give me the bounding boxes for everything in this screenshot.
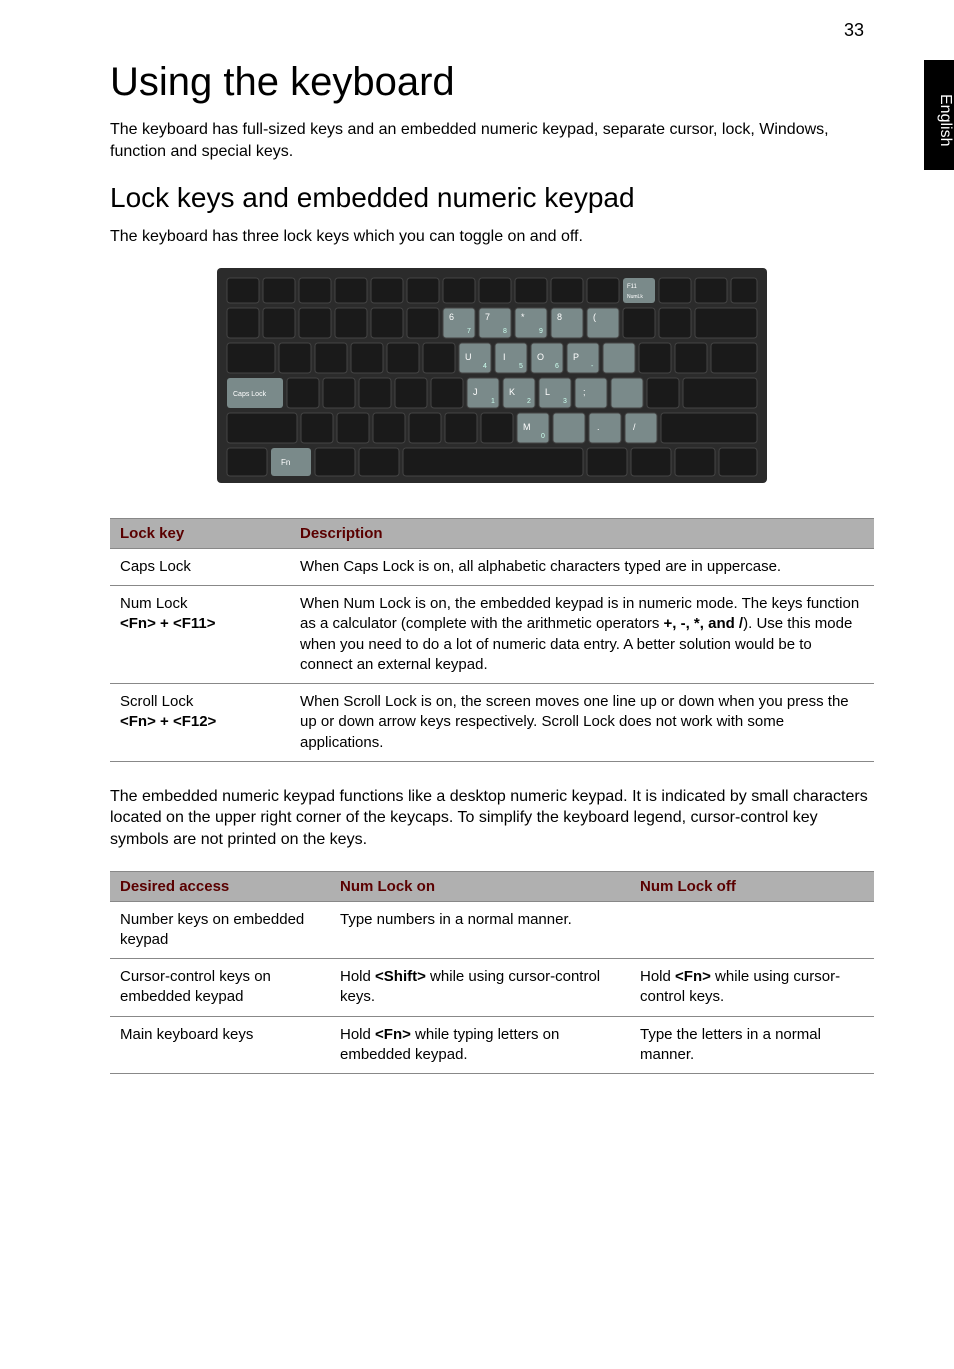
off-cell: Type the letters in a normal manner. [630,1016,874,1074]
svg-text:4: 4 [483,363,487,370]
svg-text:0: 0 [541,433,545,440]
access-cell: Number keys on embedded keypad [110,901,330,959]
svg-text:Caps Lock: Caps Lock [233,391,267,398]
svg-text:*: * [521,312,525,322]
table-row: Num Lock <Fn> + <F11> When Num Lock is o… [110,586,874,684]
desc-cell: When Caps Lock is on, all alphabetic cha… [290,548,874,585]
table-header: Desired access [110,871,330,901]
svg-text:3: 3 [563,398,567,405]
intro-text: The keyboard has full-sized keys and an … [110,119,874,162]
svg-text:;: ; [583,387,586,397]
page-number: 33 [844,20,864,41]
section-heading: Lock keys and embedded numeric keypad [110,182,874,214]
lock-key-cell: Caps Lock [110,548,290,585]
lock-key-cell: Num Lock <Fn> + <F11> [110,586,290,684]
svg-text:J: J [473,387,478,397]
svg-text:I: I [503,352,506,362]
on-cell: Hold <Fn> while typing letters on embedd… [330,1016,630,1074]
svg-text:8: 8 [557,312,562,322]
table-header: Description [290,518,874,548]
svg-text:P: P [573,352,579,362]
page: 33 English Using the keyboard The keyboa… [0,0,954,1138]
svg-text:5: 5 [519,363,523,370]
svg-text:1: 1 [491,398,495,405]
svg-text:8: 8 [503,328,507,335]
on-cell: Type numbers in a normal manner. [330,901,630,959]
svg-text:.: . [597,422,600,432]
lock-key-cell: Scroll Lock <Fn> + <F12> [110,684,290,762]
svg-text:7: 7 [467,328,471,335]
off-cell [630,901,874,959]
page-title: Using the keyboard [110,60,874,105]
svg-text:NumLk: NumLk [627,294,643,300]
svg-text:O: O [537,352,544,362]
svg-text:K: K [509,387,515,397]
desc-cell: When Num Lock is on, the embedded keypad… [290,586,874,684]
body-paragraph: The embedded numeric keypad functions li… [110,786,874,851]
off-cell: Hold <Fn> while using cursor-control key… [630,959,874,1017]
numlock-table: Desired access Num Lock on Num Lock off … [110,871,874,1075]
svg-text:6: 6 [449,312,454,322]
table-header: Lock key [110,518,290,548]
svg-text:6: 6 [555,363,559,370]
svg-text:F11: F11 [627,284,638,290]
access-cell: Cursor-control keys on embedded keypad [110,959,330,1017]
table-row: Scroll Lock <Fn> + <F12> When Scroll Loc… [110,684,874,762]
section-intro: The keyboard has three lock keys which y… [110,226,874,248]
table-row: Number keys on embedded keypad Type numb… [110,901,874,959]
on-cell: Hold <Shift> while using cursor-control … [330,959,630,1017]
table-header: Num Lock off [630,871,874,901]
access-cell: Main keyboard keys [110,1016,330,1074]
svg-text:M: M [523,422,531,432]
table-header: Num Lock on [330,871,630,901]
svg-text:9: 9 [539,328,543,335]
keyboard-image: F11 NumLk 6 7 7 [110,268,874,488]
svg-text:7: 7 [485,312,490,322]
side-tab-language: English [924,60,954,170]
table-row: Caps Lock When Caps Lock is on, all alph… [110,548,874,585]
table-row: Main keyboard keys Hold <Fn> while typin… [110,1016,874,1074]
lock-keys-table: Lock key Description Caps Lock When Caps… [110,518,874,762]
desc-cell: When Scroll Lock is on, the screen moves… [290,684,874,762]
svg-text:(: ( [593,312,596,322]
svg-text:L: L [545,387,550,397]
table-row: Cursor-control keys on embedded keypad H… [110,959,874,1017]
svg-text:Fn: Fn [281,458,290,467]
svg-text:2: 2 [527,398,531,405]
svg-text:U: U [465,352,472,362]
